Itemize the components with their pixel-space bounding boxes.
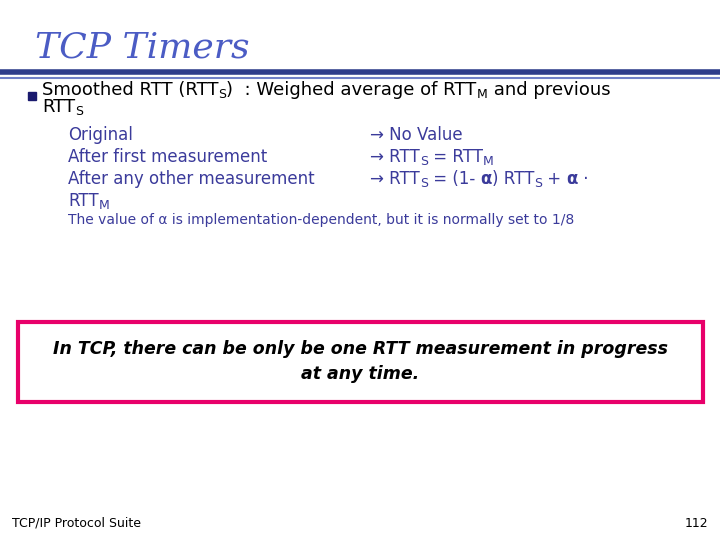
Text: After any other measurement: After any other measurement — [68, 170, 315, 188]
Text: Smoothed RTT (RTT: Smoothed RTT (RTT — [42, 81, 218, 99]
Text: 112: 112 — [685, 517, 708, 530]
Text: → RTT: → RTT — [370, 170, 420, 188]
Text: α: α — [567, 170, 577, 188]
Text: S: S — [420, 177, 428, 190]
Bar — [28, 92, 36, 100]
Text: In TCP, there can be only be one RTT measurement in progress: In TCP, there can be only be one RTT mea… — [53, 340, 668, 358]
Text: at any time.: at any time. — [302, 365, 420, 383]
Text: = (1-: = (1- — [428, 170, 480, 188]
Text: and previous: and previous — [487, 81, 610, 99]
Text: The value of α is implementation-dependent, but it is normally set to 1/8: The value of α is implementation-depende… — [68, 213, 575, 227]
Text: = RTT: = RTT — [428, 148, 482, 166]
Text: +: + — [542, 170, 567, 188]
Text: S: S — [218, 88, 227, 101]
Text: After first measurement: After first measurement — [68, 148, 267, 166]
Text: ·: · — [577, 170, 588, 188]
FancyBboxPatch shape — [18, 322, 703, 402]
Text: TCP Timers: TCP Timers — [35, 30, 250, 64]
Text: S: S — [75, 105, 83, 118]
Text: α: α — [480, 170, 492, 188]
Text: S: S — [420, 155, 428, 168]
Text: → No Value: → No Value — [370, 126, 463, 144]
Text: RTT: RTT — [68, 192, 99, 210]
Text: M: M — [482, 155, 493, 168]
Text: ) RTT: ) RTT — [492, 170, 534, 188]
Text: RTT: RTT — [42, 98, 75, 116]
Text: )  : Weighed average of RTT: ) : Weighed average of RTT — [227, 81, 477, 99]
Text: M: M — [477, 88, 487, 101]
Text: TCP/IP Protocol Suite: TCP/IP Protocol Suite — [12, 517, 141, 530]
Text: M: M — [99, 199, 109, 212]
Text: → RTT: → RTT — [370, 148, 420, 166]
Text: Original: Original — [68, 126, 133, 144]
Text: S: S — [534, 177, 542, 190]
